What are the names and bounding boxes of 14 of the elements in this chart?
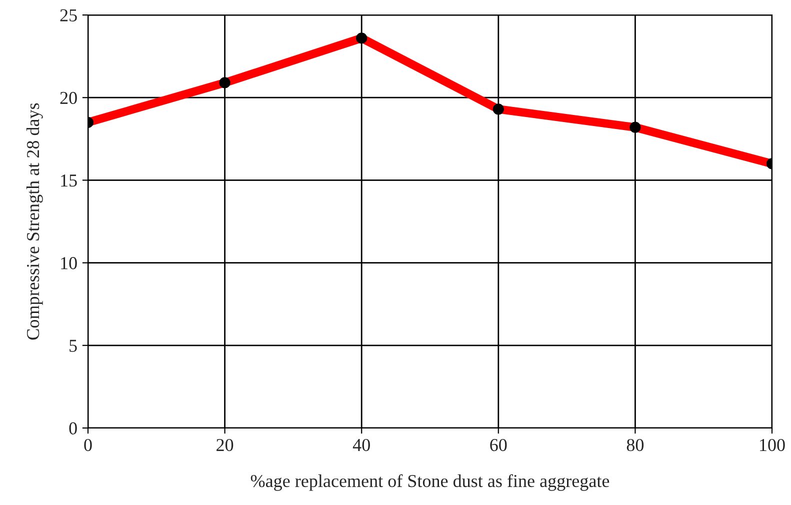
y-axis-title: Compressive Strength at 28 days xyxy=(26,103,43,340)
y-tick-label: 15 xyxy=(61,174,77,187)
y-tick-label: 20 xyxy=(60,92,77,104)
y-tick-label: 5 xyxy=(70,340,77,352)
x-tick-label: 0 xyxy=(84,438,92,452)
x-tick-label: 80 xyxy=(626,438,644,452)
y-tick-label: 25 xyxy=(60,9,77,22)
x-tick-label: 60 xyxy=(490,438,507,452)
x-axis-title: %age replacement of Stone dust as fine aggregate xyxy=(250,474,610,491)
y-tick-label: 0 xyxy=(69,422,77,434)
x-tick-label: 100 xyxy=(760,438,785,452)
x-tick-label: 40 xyxy=(352,438,370,452)
y-tick-label: 10 xyxy=(61,257,77,270)
x-tick-label: 20 xyxy=(216,438,234,452)
